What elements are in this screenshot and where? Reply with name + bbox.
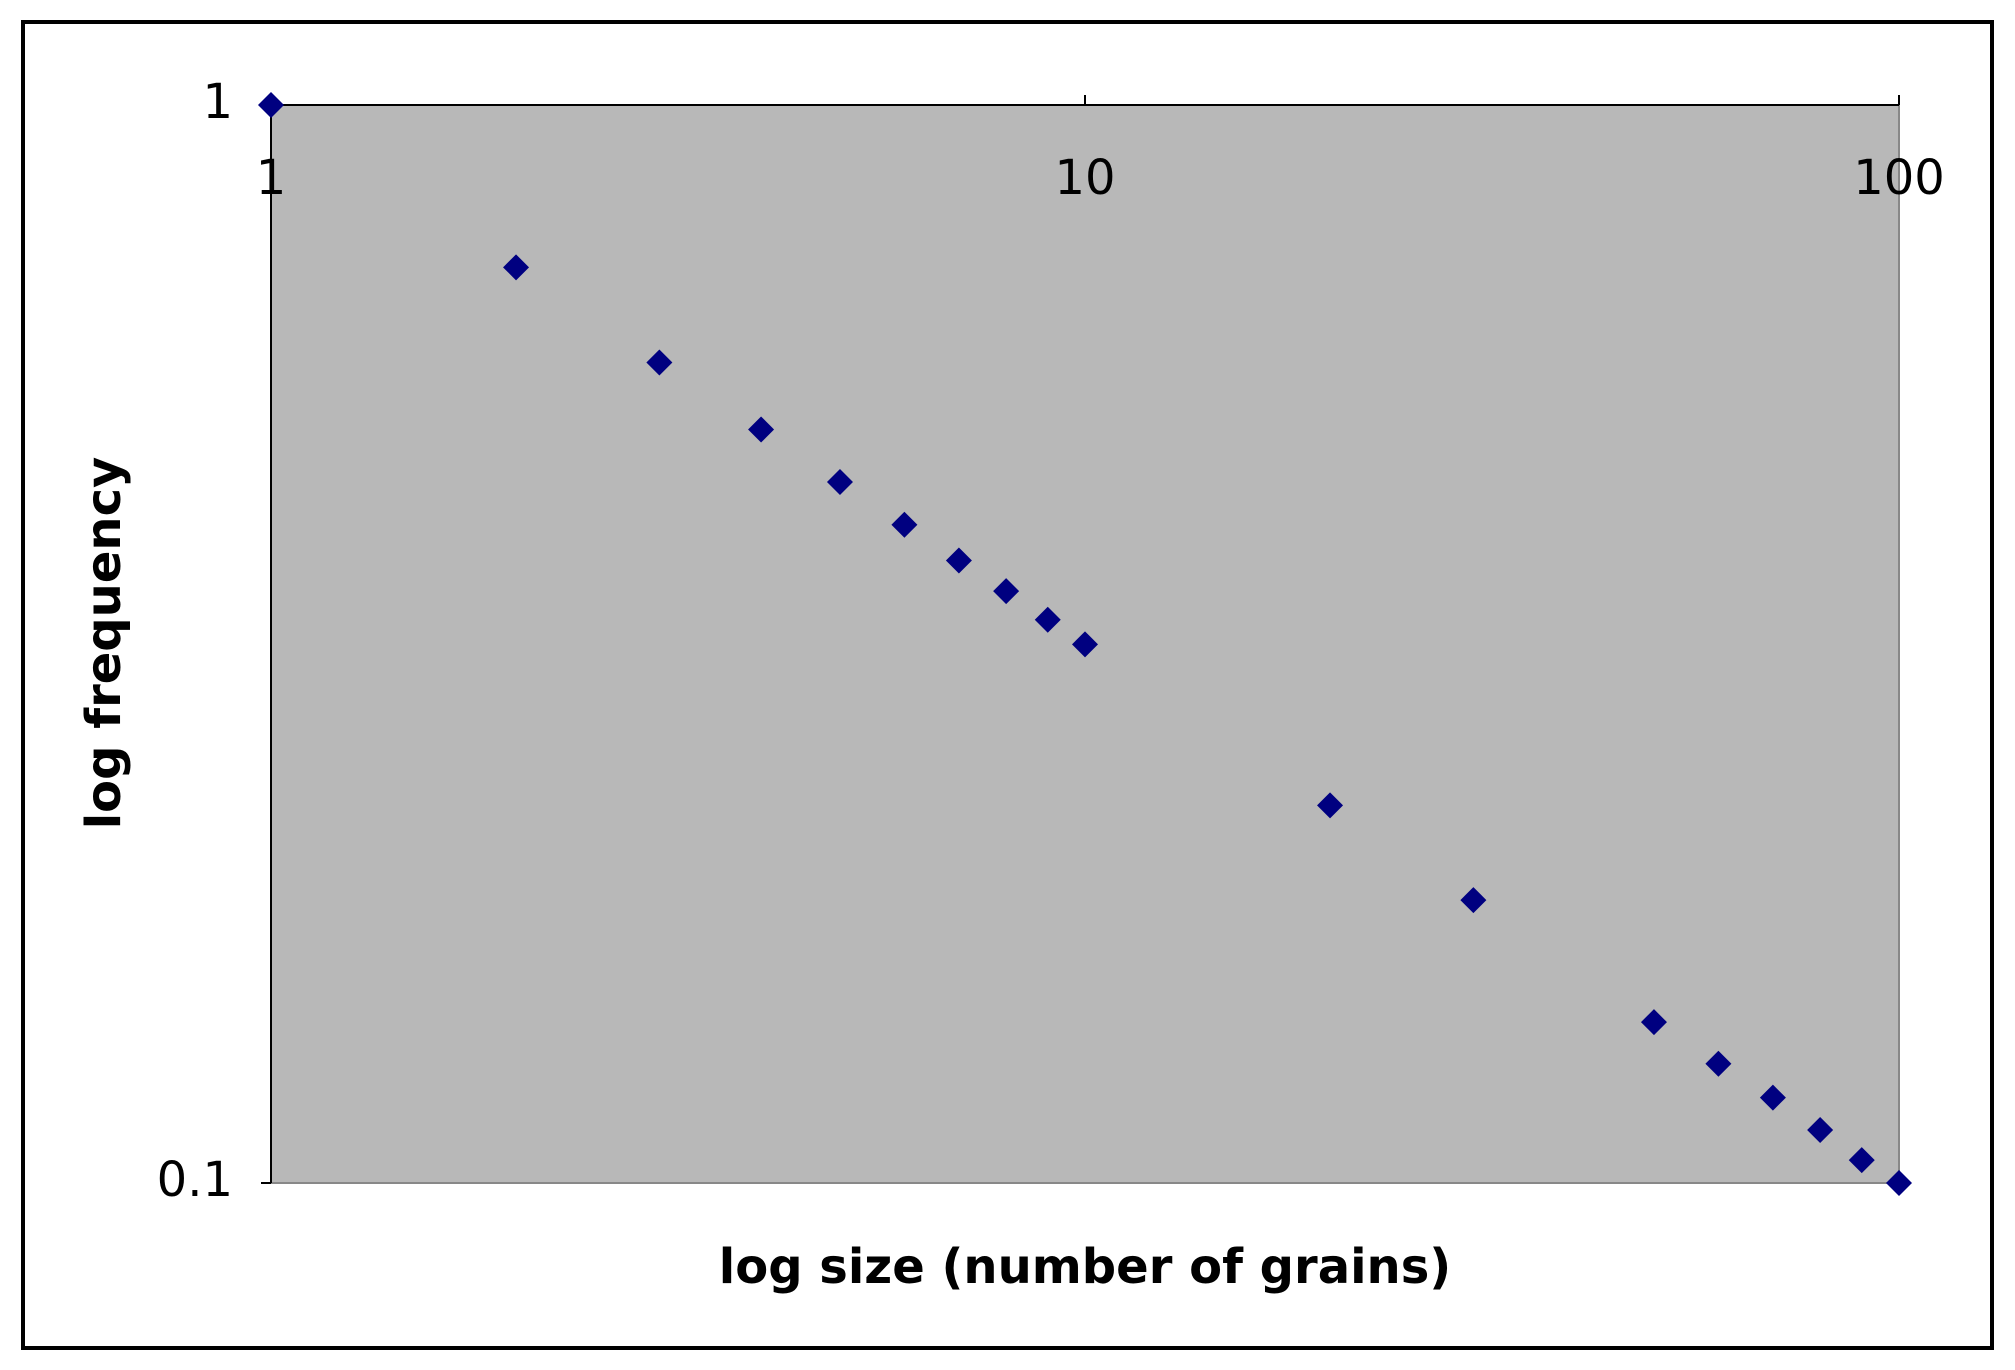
x-tick-label: 10 (1054, 150, 1115, 206)
marker (1317, 792, 1344, 819)
marker (945, 547, 972, 574)
marker (646, 349, 673, 376)
marker (1640, 1009, 1667, 1036)
marker (891, 511, 918, 538)
marker (1807, 1116, 1834, 1143)
x-tick-label: 100 (1853, 150, 1945, 206)
y-axis-title: log frequency (76, 457, 132, 830)
y-tick-label: 0.1 (157, 1152, 233, 1208)
marker (503, 254, 530, 281)
marker (1072, 631, 1098, 658)
marker (993, 578, 1020, 605)
x-axis-title: log size (number of grains) (719, 1239, 1451, 1295)
marker (1759, 1084, 1786, 1111)
y-tick-label: 1 (202, 74, 233, 130)
marker (1034, 606, 1061, 633)
marker (1886, 1170, 1912, 1196)
marker (748, 416, 775, 443)
marker (258, 92, 284, 118)
marker (1460, 887, 1487, 914)
marker (1705, 1050, 1732, 1077)
marker (1848, 1147, 1875, 1174)
marker (826, 468, 853, 495)
x-tick-label: 1 (256, 150, 287, 206)
